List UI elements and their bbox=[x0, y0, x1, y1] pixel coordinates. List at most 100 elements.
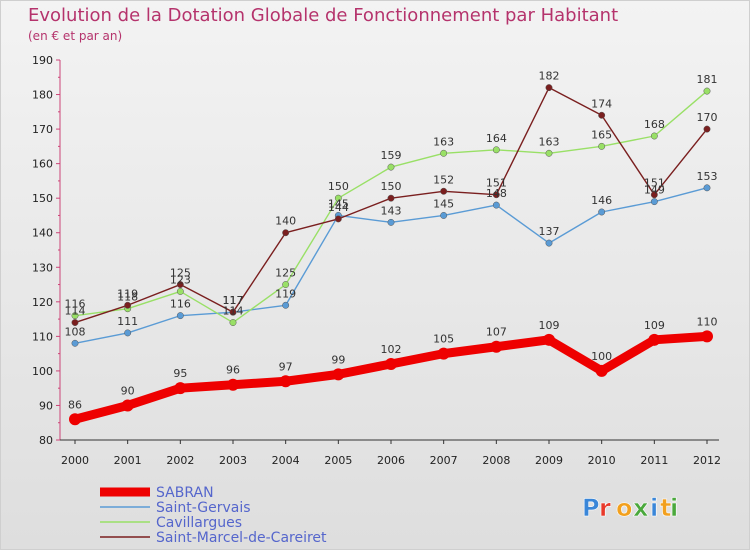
data-point bbox=[598, 111, 606, 119]
y-tick-label: 110 bbox=[32, 330, 53, 343]
data-label: 159 bbox=[381, 149, 402, 162]
x-tick-label: 2001 bbox=[114, 454, 142, 467]
data-label: 144 bbox=[328, 201, 349, 214]
data-point bbox=[71, 319, 79, 326]
data-point bbox=[598, 142, 606, 150]
data-point bbox=[387, 163, 395, 171]
chart-title: Evolution de la Dotation Globale de Fonc… bbox=[28, 5, 619, 26]
data-label: 117 bbox=[223, 294, 244, 307]
data-label: 114 bbox=[223, 305, 244, 318]
data-label: 95 bbox=[173, 367, 187, 380]
x-tick-label: 2007 bbox=[430, 454, 458, 467]
logo-letter: t bbox=[660, 494, 671, 522]
x-tick-label: 2008 bbox=[482, 454, 510, 467]
x-tick-label: 2003 bbox=[219, 454, 247, 467]
data-point bbox=[543, 333, 555, 346]
data-point bbox=[492, 201, 500, 209]
data-label: 96 bbox=[226, 364, 240, 377]
x-tick-label: 2005 bbox=[324, 454, 352, 467]
data-label: 119 bbox=[117, 287, 138, 300]
data-point bbox=[121, 399, 134, 412]
data-point bbox=[124, 301, 132, 309]
data-label: 123 bbox=[170, 273, 191, 286]
data-label: 102 bbox=[381, 343, 402, 356]
data-label: 100 bbox=[591, 350, 612, 363]
data-label: 151 bbox=[644, 177, 665, 190]
series-layer bbox=[69, 84, 713, 426]
data-label: 116 bbox=[170, 298, 191, 311]
logo-letter: i bbox=[650, 494, 658, 522]
y-tick-label: 190 bbox=[32, 54, 53, 67]
data-label: 140 bbox=[275, 215, 296, 228]
data-label: 153 bbox=[697, 170, 718, 183]
y-tick-label: 180 bbox=[32, 89, 53, 102]
data-point bbox=[703, 125, 711, 133]
data-point bbox=[437, 347, 450, 360]
data-point bbox=[648, 333, 661, 346]
data-point bbox=[229, 319, 237, 326]
data-point bbox=[490, 340, 503, 353]
data-label: 170 bbox=[697, 111, 718, 124]
legend-label: SABRAN bbox=[156, 485, 214, 501]
data-label: 118 bbox=[117, 291, 138, 304]
data-label: 149 bbox=[644, 184, 665, 197]
legend-label: Cavillargues bbox=[156, 515, 242, 531]
data-point bbox=[176, 288, 184, 295]
data-point bbox=[598, 208, 606, 216]
data-point bbox=[650, 132, 658, 140]
data-label: 146 bbox=[591, 194, 612, 207]
x-tick-label: 2010 bbox=[588, 454, 616, 467]
data-label: 145 bbox=[328, 197, 349, 210]
data-point bbox=[71, 312, 79, 320]
y-tick-label: 80 bbox=[39, 434, 53, 447]
y-tick-label: 100 bbox=[32, 365, 53, 378]
data-point bbox=[124, 329, 132, 337]
logo-letter: x bbox=[633, 494, 649, 522]
y-tick-label: 90 bbox=[39, 399, 53, 412]
data-point bbox=[71, 339, 79, 347]
x-tick-label: 2011 bbox=[640, 454, 668, 467]
data-label: 164 bbox=[486, 132, 507, 145]
data-point bbox=[492, 191, 500, 199]
data-label: 109 bbox=[539, 319, 560, 332]
chart-legend: SABRANSaint-GervaisCavillarguesSaint-Mar… bbox=[100, 485, 327, 546]
data-label: 152 bbox=[433, 173, 454, 186]
data-label: 163 bbox=[433, 135, 454, 148]
data-label: 150 bbox=[381, 180, 402, 193]
data-point bbox=[387, 194, 395, 202]
data-label: 151 bbox=[486, 177, 507, 190]
logo-letter: P bbox=[582, 494, 600, 522]
data-point bbox=[176, 312, 184, 320]
y-tick-label: 140 bbox=[32, 227, 53, 240]
data-point bbox=[545, 84, 553, 92]
data-point bbox=[227, 378, 239, 391]
data-point bbox=[334, 194, 342, 202]
data-label: 90 bbox=[121, 384, 135, 397]
data-label: 168 bbox=[644, 118, 665, 131]
data-label: 109 bbox=[644, 319, 665, 332]
data-point bbox=[229, 308, 237, 316]
y-tick-label: 160 bbox=[32, 158, 53, 171]
logo-letter: r bbox=[599, 494, 611, 522]
data-point bbox=[176, 281, 184, 288]
y-tick-label: 130 bbox=[32, 261, 53, 274]
x-tick-label: 2006 bbox=[377, 454, 405, 467]
data-point bbox=[385, 358, 397, 370]
data-point bbox=[703, 87, 711, 95]
data-labels-layer: 108 111 116 117 119 145 143 145 148 137 146 149 153 1… bbox=[65, 70, 718, 412]
data-point bbox=[545, 239, 553, 247]
data-label: 182 bbox=[539, 70, 560, 83]
data-point bbox=[279, 375, 292, 388]
data-label: 125 bbox=[170, 267, 191, 280]
data-label: 105 bbox=[433, 333, 454, 346]
data-point bbox=[332, 368, 345, 381]
data-label: 117 bbox=[223, 294, 244, 307]
legend-label: Saint-Gervais bbox=[156, 500, 251, 516]
data-point bbox=[387, 218, 395, 226]
data-label: 125 bbox=[275, 267, 296, 280]
data-label: 163 bbox=[539, 135, 560, 148]
data-label: 97 bbox=[279, 360, 293, 373]
data-point bbox=[440, 212, 448, 219]
data-label: 108 bbox=[65, 325, 86, 338]
